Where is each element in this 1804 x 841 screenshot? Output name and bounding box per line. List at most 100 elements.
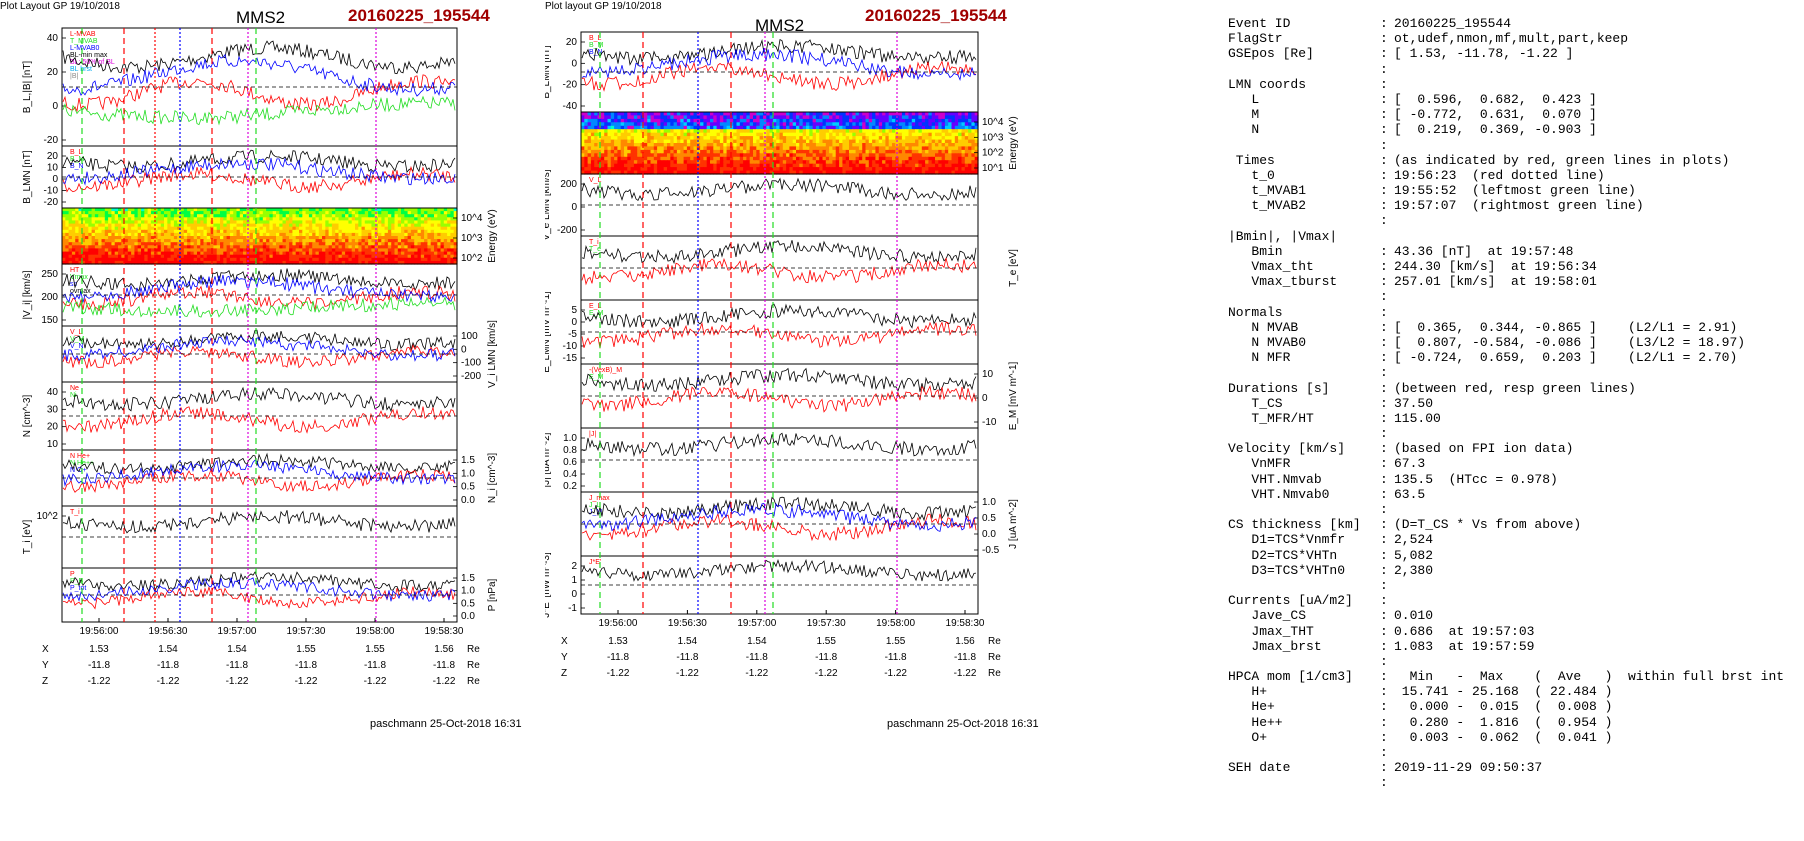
spectrogram-cell bbox=[862, 156, 867, 161]
spectrogram-cell bbox=[855, 163, 860, 168]
spectrogram-cell bbox=[686, 136, 691, 141]
spectrogram-cell bbox=[852, 149, 857, 154]
spectrogram-cell bbox=[104, 245, 109, 249]
spectrogram-cell bbox=[882, 118, 886, 123]
spectrogram-cell bbox=[938, 153, 943, 158]
spectrogram-cell bbox=[647, 132, 652, 137]
spectrogram-cell bbox=[700, 118, 704, 123]
spectrogram-cell bbox=[71, 229, 76, 234]
spectrogram-cell bbox=[746, 160, 751, 165]
spectrogram-cell bbox=[703, 118, 708, 123]
spectrogram-cell bbox=[200, 239, 205, 243]
spectrogram-cell bbox=[305, 211, 310, 215]
spectrogram-cell bbox=[822, 146, 827, 151]
spectrogram-cell bbox=[842, 139, 847, 144]
spectrogram-cell bbox=[928, 153, 933, 158]
spectrogram-cell bbox=[417, 208, 422, 212]
legend-entry: B_N bbox=[70, 163, 84, 170]
spectrogram-cell bbox=[121, 208, 126, 212]
spectrogram-cell bbox=[706, 115, 711, 120]
spectrogram-cell bbox=[756, 163, 761, 168]
spectrogram-cell bbox=[141, 245, 145, 249]
spectrogram-cell bbox=[901, 112, 906, 116]
info-key: HPCA mom [1/cm3] bbox=[1228, 669, 1353, 685]
spectrogram-cell bbox=[430, 257, 435, 262]
spectrogram-cell bbox=[341, 239, 346, 243]
spectrogram-cell bbox=[941, 132, 946, 137]
spectrogram-cell bbox=[921, 125, 926, 130]
spectrogram-cell bbox=[680, 118, 685, 123]
spectrogram-cell bbox=[414, 248, 419, 253]
spectrogram-cell bbox=[895, 153, 900, 158]
spectrogram-cell bbox=[252, 239, 257, 243]
spectrogram-cell bbox=[723, 118, 728, 123]
position-value: 1.56 bbox=[434, 644, 454, 655]
spectrogram-cell bbox=[308, 229, 313, 234]
spectrogram-cell bbox=[918, 170, 923, 175]
spectrogram-cell bbox=[292, 239, 297, 243]
spectrogram-cell bbox=[630, 156, 635, 161]
spectrogram-cell bbox=[587, 122, 592, 127]
spectrogram-cell bbox=[736, 122, 741, 127]
spectrogram-cell bbox=[226, 260, 231, 265]
legend-entry: HT bbox=[70, 267, 80, 274]
spectrogram-cell bbox=[640, 136, 645, 141]
spectrogram-cell bbox=[289, 242, 293, 246]
spectrogram-cell bbox=[157, 226, 162, 231]
spectrogram-cell bbox=[387, 260, 392, 265]
spectrogram-cell bbox=[177, 251, 182, 256]
spectrogram-cell bbox=[183, 248, 188, 253]
spectrogram-cell bbox=[177, 214, 182, 218]
spectrogram-cell bbox=[710, 122, 714, 127]
spectrogram-cell bbox=[653, 118, 658, 123]
spectrogram-cell bbox=[437, 236, 442, 240]
spectrogram-cell bbox=[391, 260, 396, 265]
spectrogram-cell bbox=[878, 143, 883, 147]
spectrogram-cell bbox=[868, 167, 873, 172]
spectrogram-cell bbox=[447, 260, 451, 265]
y-axis-label: N_i [cm^-3] bbox=[487, 453, 498, 503]
spectrogram-cell bbox=[812, 143, 817, 147]
data-trace bbox=[62, 452, 456, 475]
spectrogram-cell bbox=[928, 112, 933, 116]
spectrogram-cell bbox=[68, 257, 73, 262]
spectrogram-cell bbox=[256, 217, 261, 221]
spectrogram-cell bbox=[374, 254, 379, 259]
spectrogram-cell bbox=[118, 211, 122, 215]
spectrogram-cell bbox=[908, 153, 913, 158]
spectrogram-cell bbox=[686, 118, 691, 123]
spectrogram-cell bbox=[104, 232, 109, 237]
spectrogram-cell bbox=[266, 260, 270, 265]
spectrogram-cell bbox=[417, 214, 422, 218]
spectrogram-cell bbox=[951, 139, 956, 144]
spectrogram-cell bbox=[925, 125, 929, 130]
spectrogram-cell bbox=[345, 229, 349, 234]
spectrogram-cell bbox=[581, 136, 585, 141]
spectrogram-cell bbox=[941, 139, 946, 144]
spectrogram-cell bbox=[341, 251, 346, 256]
spectrogram-cell bbox=[686, 122, 691, 127]
spectrogram-cell bbox=[620, 149, 625, 154]
spectrogram-cell bbox=[292, 245, 297, 249]
spectrogram-cell bbox=[450, 226, 455, 231]
spectrogram-cell bbox=[78, 226, 83, 231]
spectrogram-cell bbox=[733, 167, 738, 172]
spectrogram-cell bbox=[789, 170, 794, 175]
spectrogram-cell bbox=[812, 125, 817, 130]
spectrogram-cell bbox=[703, 153, 708, 158]
spectrogram-cell bbox=[200, 217, 205, 221]
spectrogram-cell bbox=[729, 146, 734, 151]
spectrogram-cell bbox=[911, 153, 916, 158]
spectrogram-cell bbox=[98, 248, 103, 253]
legend-entry: BL brst bbox=[70, 66, 92, 73]
spectrogram-cell bbox=[581, 146, 585, 151]
spectrogram-cell bbox=[180, 211, 185, 215]
spectrogram-cell bbox=[216, 242, 221, 246]
spectrogram-cell bbox=[91, 232, 96, 237]
spectrogram-cell bbox=[85, 229, 89, 234]
spectrogram-cell bbox=[210, 245, 214, 249]
spectrogram-cell bbox=[604, 112, 609, 116]
spectrogram-cell bbox=[819, 115, 824, 120]
spectrogram-cell bbox=[259, 220, 264, 225]
spectrogram-cell bbox=[941, 163, 946, 168]
